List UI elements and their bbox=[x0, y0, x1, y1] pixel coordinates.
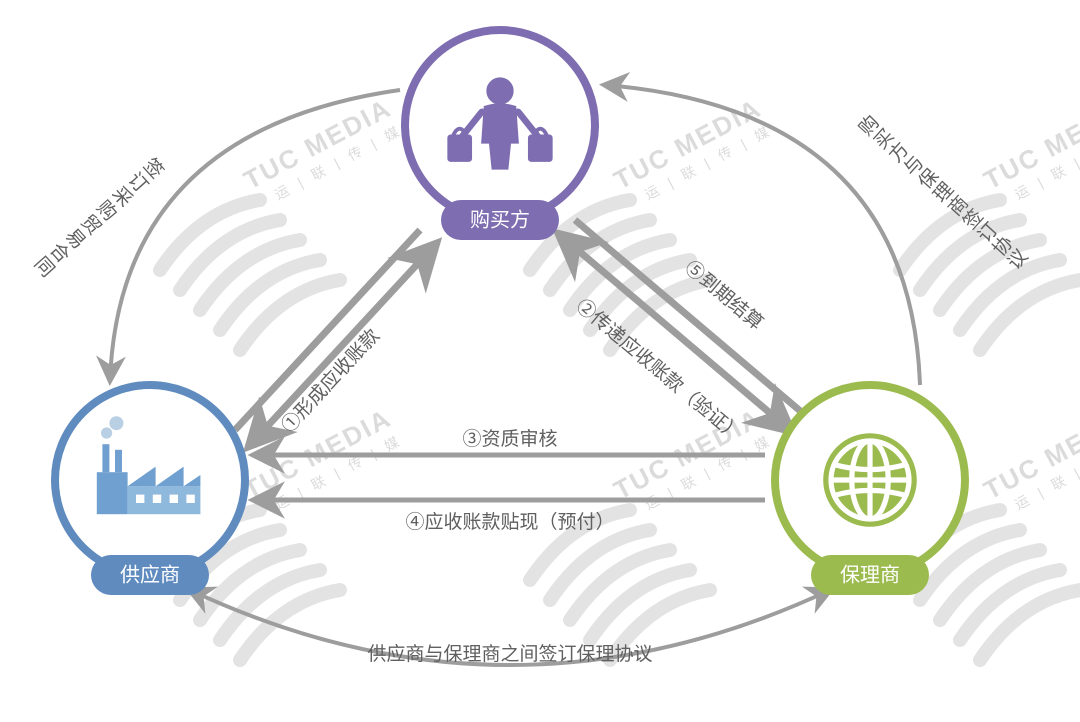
label-step4: ④应收账款贴现（预付） bbox=[405, 511, 614, 533]
node-buyer-label: 购买方 bbox=[470, 208, 530, 231]
label-step3: ③资质审核 bbox=[462, 428, 557, 450]
node-factor: 保理商 bbox=[775, 385, 965, 595]
watermark-group bbox=[160, 93, 1080, 660]
label-outer-topleft: 签订采购贸易合同 bbox=[28, 152, 167, 281]
node-supplier-label: 供应商 bbox=[120, 563, 180, 586]
node-buyer: 购买方 bbox=[405, 30, 595, 240]
node-factor-label: 保理商 bbox=[840, 563, 900, 586]
globe-icon bbox=[826, 436, 914, 524]
label-outer-topright: 购买方与保理商签订协议 bbox=[853, 112, 1031, 275]
label-outer-bottom: 供应商与保理商之间签订保理协议 bbox=[367, 643, 652, 665]
